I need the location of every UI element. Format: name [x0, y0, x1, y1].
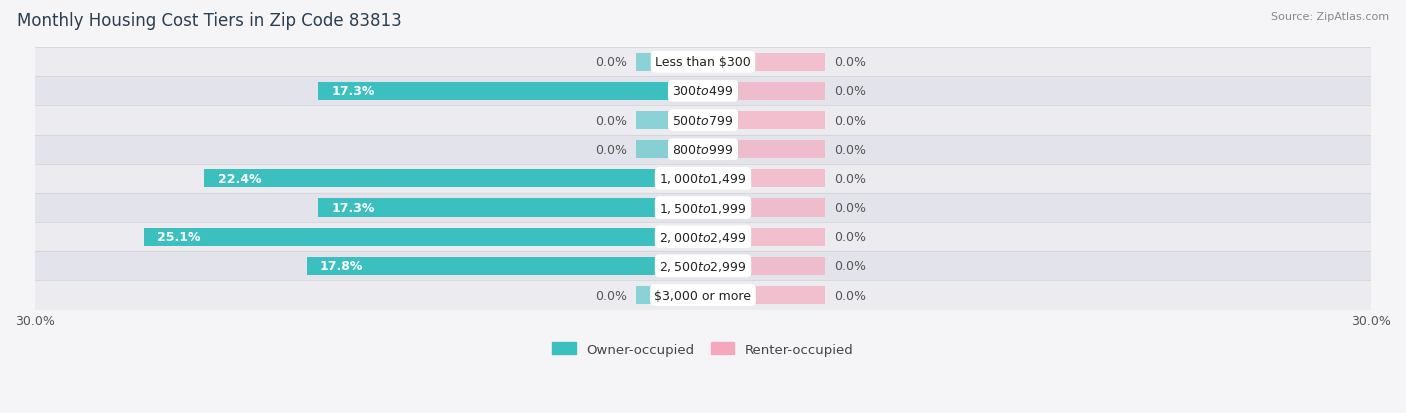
- Text: $3,000 or more: $3,000 or more: [655, 289, 751, 302]
- Text: $800 to $999: $800 to $999: [672, 143, 734, 157]
- Bar: [35, 135, 1371, 164]
- Bar: [703, 286, 825, 304]
- Text: 0.0%: 0.0%: [595, 143, 627, 157]
- Text: $500 to $799: $500 to $799: [672, 114, 734, 127]
- Bar: [636, 112, 703, 130]
- Text: 0.0%: 0.0%: [834, 85, 866, 98]
- Text: 0.0%: 0.0%: [595, 114, 627, 127]
- Text: 0.0%: 0.0%: [595, 56, 627, 69]
- Text: Monthly Housing Cost Tiers in Zip Code 83813: Monthly Housing Cost Tiers in Zip Code 8…: [17, 12, 402, 30]
- Text: 22.4%: 22.4%: [218, 173, 262, 185]
- Bar: [703, 170, 825, 188]
- Text: 0.0%: 0.0%: [834, 114, 866, 127]
- Text: 0.0%: 0.0%: [834, 289, 866, 302]
- Text: 0.0%: 0.0%: [834, 173, 866, 185]
- Text: $1,000 to $1,499: $1,000 to $1,499: [659, 172, 747, 186]
- Bar: [35, 77, 1371, 106]
- Bar: [703, 112, 825, 130]
- Text: $2,000 to $2,499: $2,000 to $2,499: [659, 230, 747, 244]
- Bar: [35, 193, 1371, 223]
- Bar: [318, 199, 703, 217]
- Bar: [318, 83, 703, 101]
- Bar: [703, 228, 825, 246]
- Text: $2,500 to $2,999: $2,500 to $2,999: [659, 259, 747, 273]
- Text: Less than $300: Less than $300: [655, 56, 751, 69]
- Text: 0.0%: 0.0%: [595, 289, 627, 302]
- Bar: [307, 257, 703, 275]
- Text: 25.1%: 25.1%: [157, 230, 201, 244]
- Bar: [204, 170, 703, 188]
- Text: 0.0%: 0.0%: [834, 143, 866, 157]
- Bar: [703, 199, 825, 217]
- Text: 17.8%: 17.8%: [321, 260, 363, 273]
- Text: $1,500 to $1,999: $1,500 to $1,999: [659, 201, 747, 215]
- Text: Source: ZipAtlas.com: Source: ZipAtlas.com: [1271, 12, 1389, 22]
- Legend: Owner-occupied, Renter-occupied: Owner-occupied, Renter-occupied: [547, 337, 859, 361]
- Text: 0.0%: 0.0%: [834, 202, 866, 214]
- Bar: [636, 141, 703, 159]
- Bar: [636, 54, 703, 71]
- Bar: [35, 106, 1371, 135]
- Bar: [35, 48, 1371, 77]
- Bar: [703, 141, 825, 159]
- Bar: [703, 83, 825, 101]
- Text: 0.0%: 0.0%: [834, 260, 866, 273]
- Text: 17.3%: 17.3%: [330, 202, 374, 214]
- Bar: [143, 228, 703, 246]
- Bar: [703, 54, 825, 71]
- Bar: [35, 281, 1371, 310]
- Bar: [35, 252, 1371, 281]
- Bar: [636, 286, 703, 304]
- Bar: [703, 257, 825, 275]
- Text: 0.0%: 0.0%: [834, 230, 866, 244]
- Text: 17.3%: 17.3%: [330, 85, 374, 98]
- Text: $300 to $499: $300 to $499: [672, 85, 734, 98]
- Text: 0.0%: 0.0%: [834, 56, 866, 69]
- Bar: [35, 223, 1371, 252]
- Bar: [35, 164, 1371, 193]
